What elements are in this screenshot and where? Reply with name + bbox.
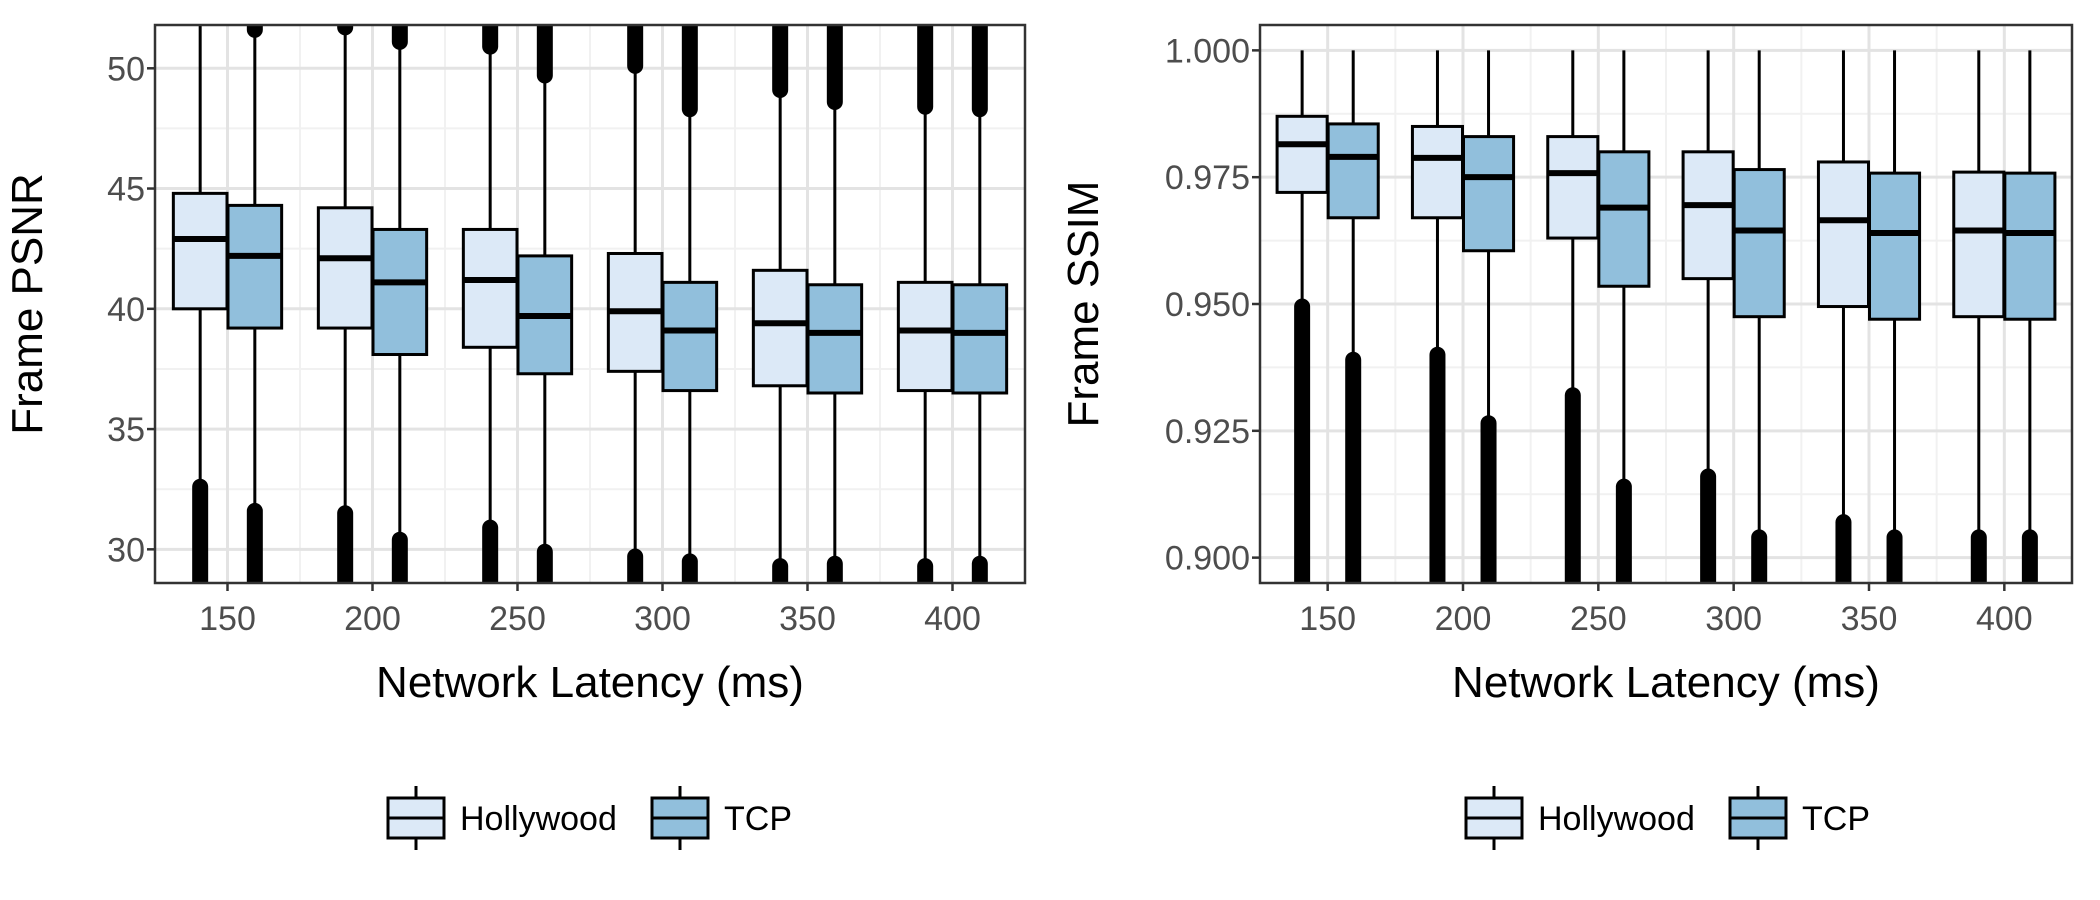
- box-hollywood-250: [461, 25, 519, 583]
- box-iqr: [896, 280, 954, 393]
- box-iqr: [1868, 171, 1922, 321]
- box-iqr: [461, 227, 519, 349]
- box-tcp-350: [1868, 50, 1922, 583]
- box-hollywood-350: [751, 25, 809, 583]
- legend-key-tcp: [650, 786, 710, 850]
- legend-key-hollywood: [1464, 786, 1524, 850]
- box-iqr: [1952, 170, 2006, 319]
- y-tick-label: 0.925: [1165, 413, 1250, 451]
- box-iqr: [1410, 124, 1464, 220]
- box-hollywood-150: [1275, 50, 1329, 583]
- y-axis-title: Frame SSIM: [1059, 181, 1108, 428]
- legend-key-tcp: [1728, 786, 1788, 850]
- y-tick-label: 0.900: [1165, 540, 1250, 578]
- legend-label: TCP: [1802, 800, 1870, 838]
- y-tick-label: 45: [107, 171, 145, 209]
- box-tcp-350: [806, 25, 864, 583]
- psnr-chart: 30 35 40 45 50 150 200 250 300 350 400 Network Late…: [3, 23, 1027, 850]
- legend: Hollywood TCP: [386, 786, 792, 850]
- box-iqr: [951, 283, 1009, 395]
- y-axis-title: Frame PSNR: [3, 173, 52, 435]
- box-tcp-250: [1597, 50, 1651, 583]
- box-tcp-300: [661, 25, 719, 583]
- box-iqr: [806, 283, 864, 395]
- x-tick-label: 350: [1841, 600, 1898, 638]
- x-tick-label: 250: [1570, 600, 1627, 638]
- box-iqr: [1732, 168, 1786, 319]
- box-iqr: [316, 206, 374, 330]
- x-tick-label: 200: [1435, 600, 1492, 638]
- legend-label: Hollywood: [460, 800, 617, 838]
- x-tick-label: 150: [1299, 600, 1356, 638]
- box-iqr: [371, 227, 429, 357]
- x-tick-label: 150: [199, 600, 256, 638]
- legend-label: TCP: [724, 800, 792, 838]
- legend: Hollywood TCP: [1464, 786, 1870, 850]
- y-tick-label: 50: [107, 50, 145, 88]
- y-tick-label: 40: [107, 291, 145, 329]
- box-tcp-200: [1462, 50, 1516, 583]
- box-iqr: [1275, 114, 1329, 194]
- box-iqr: [1597, 150, 1651, 288]
- box-hollywood-200: [1410, 50, 1464, 583]
- box-tcp-300: [1732, 50, 1786, 583]
- y-tick-label: 35: [107, 411, 145, 449]
- x-tick-label: 400: [1976, 600, 2033, 638]
- plot-border: [153, 23, 1027, 585]
- box-iqr: [2003, 171, 2057, 321]
- box-tcp-150: [226, 25, 284, 583]
- legend-key-hollywood: [386, 786, 446, 850]
- box-tcp-400: [951, 25, 1009, 583]
- y-tick-label: 0.975: [1165, 159, 1250, 197]
- x-tick-label: 300: [634, 600, 691, 638]
- x-tick-label: 300: [1705, 600, 1762, 638]
- box-tcp-150: [1326, 50, 1380, 583]
- y-tick-label: 1.000: [1165, 32, 1250, 70]
- box-iqr: [661, 280, 719, 393]
- x-axis-title: Network Latency (ms): [376, 658, 804, 707]
- box-iqr: [1462, 135, 1516, 253]
- box-iqr: [1546, 135, 1600, 240]
- box-iqr: [1816, 160, 1870, 309]
- box-hollywood-300: [606, 25, 664, 583]
- box-hollywood-300: [1681, 50, 1735, 583]
- x-tick-label: 200: [344, 600, 401, 638]
- box-iqr: [1681, 150, 1735, 281]
- y-tick-label: 30: [107, 531, 145, 569]
- box-hollywood-150: [171, 25, 229, 583]
- box-iqr: [751, 268, 809, 388]
- box-iqr: [226, 203, 284, 330]
- box-tcp-200: [371, 25, 429, 583]
- x-tick-label: 250: [489, 600, 546, 638]
- y-tick-label: 0.950: [1165, 286, 1250, 324]
- box-hollywood-250: [1546, 50, 1600, 583]
- box-tcp-400: [2003, 50, 2057, 583]
- box-iqr: [171, 191, 229, 311]
- ssim-chart: 0.900 0.925 0.950 0.975 1.000 150 200 250 300 350…: [1059, 23, 2074, 850]
- box-hollywood-400: [896, 25, 954, 583]
- legend-label: Hollywood: [1538, 800, 1695, 838]
- box-iqr: [1326, 122, 1380, 220]
- x-tick-label: 400: [924, 600, 981, 638]
- x-axis-title: Network Latency (ms): [1452, 658, 1880, 707]
- box-tcp-250: [516, 25, 574, 583]
- x-tick-label: 350: [779, 600, 836, 638]
